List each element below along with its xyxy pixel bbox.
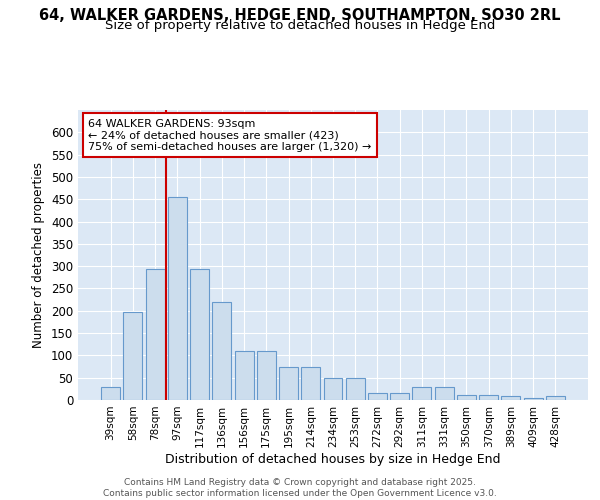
- Text: 64 WALKER GARDENS: 93sqm
← 24% of detached houses are smaller (423)
75% of semi-: 64 WALKER GARDENS: 93sqm ← 24% of detach…: [88, 118, 371, 152]
- Bar: [435, 386, 454, 400]
- Y-axis label: Number of detached properties: Number of detached properties: [32, 162, 46, 348]
- Bar: [346, 378, 365, 400]
- Text: 64, WALKER GARDENS, HEDGE END, SOUTHAMPTON, SO30 2RL: 64, WALKER GARDENS, HEDGE END, SOUTHAMPT…: [39, 8, 561, 22]
- Bar: [412, 386, 431, 400]
- Bar: [212, 302, 231, 400]
- Bar: [457, 394, 476, 400]
- Bar: [146, 270, 164, 400]
- Bar: [124, 312, 142, 400]
- Bar: [301, 366, 320, 400]
- Text: Size of property relative to detached houses in Hedge End: Size of property relative to detached ho…: [105, 18, 495, 32]
- Bar: [390, 394, 409, 400]
- Bar: [368, 394, 387, 400]
- Bar: [168, 197, 187, 400]
- Bar: [101, 386, 120, 400]
- Bar: [190, 270, 209, 400]
- Bar: [279, 366, 298, 400]
- Text: Contains HM Land Registry data © Crown copyright and database right 2025.
Contai: Contains HM Land Registry data © Crown c…: [103, 478, 497, 498]
- X-axis label: Distribution of detached houses by size in Hedge End: Distribution of detached houses by size …: [165, 452, 501, 466]
- Bar: [524, 398, 542, 400]
- Bar: [323, 378, 343, 400]
- Bar: [479, 394, 498, 400]
- Bar: [257, 351, 276, 400]
- Bar: [502, 396, 520, 400]
- Bar: [235, 351, 254, 400]
- Bar: [546, 396, 565, 400]
